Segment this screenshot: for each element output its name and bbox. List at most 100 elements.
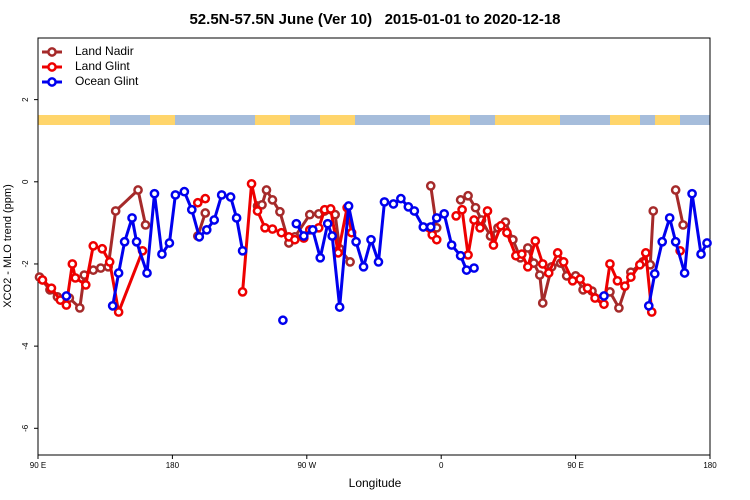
point [409,206,420,216]
point [74,303,85,313]
point [291,218,302,229]
point [133,185,143,195]
x-tick-label: 90 E [30,461,46,470]
point [439,208,450,219]
point [537,259,548,269]
point [231,213,242,223]
point [469,215,479,225]
point [425,222,436,232]
point [61,291,72,301]
point [463,250,473,260]
point [140,220,151,230]
point [561,271,572,281]
point [516,249,527,259]
point [463,190,473,201]
point [534,270,545,280]
y-tick-label: 2 [21,97,30,102]
point [679,268,690,278]
point [164,238,175,248]
point [590,293,600,303]
point [446,240,457,250]
y-tick-label: -6 [21,424,30,432]
point [451,211,461,221]
legend-label: Land Nadir [75,44,134,58]
y-axis-title: XCO2 - MLO trend (ppm) [2,184,14,307]
point [334,302,345,312]
point [469,263,479,273]
point [649,268,660,279]
point [246,178,257,189]
point [648,206,659,216]
point [200,208,211,218]
point [678,220,688,230]
point [482,206,493,216]
point [298,231,309,241]
land-ocean-strip [38,115,710,125]
point [696,249,706,259]
point [530,236,541,246]
point [149,188,160,199]
x-tick-label: 90 E [567,461,583,470]
x-tick-label: 90 W [297,461,316,470]
point [216,190,227,200]
point [457,204,467,215]
point [388,199,399,209]
x-tick-label: 180 [166,461,180,470]
point [366,234,376,245]
point [620,281,630,291]
y-tick-label: 0 [21,179,30,184]
point [315,252,326,263]
point [567,275,578,286]
point [200,193,211,204]
point [325,204,336,214]
point [119,236,130,247]
point [431,213,442,223]
point [502,227,512,238]
point [379,197,390,207]
legend-label: Land Glint [75,59,130,73]
point [396,193,406,204]
point [170,190,181,200]
point [131,236,142,247]
point [552,248,563,258]
point [261,185,272,195]
point [496,220,506,231]
point [192,197,203,208]
point [107,301,118,311]
point [267,224,278,234]
point [88,241,99,251]
point [455,195,466,205]
point [605,259,615,269]
point [142,268,152,278]
x-tick-label: 0 [439,461,444,470]
point [522,243,533,253]
point [702,238,712,248]
point [582,283,593,294]
point [260,222,270,233]
point [343,201,354,211]
point [558,257,569,267]
x-tick-label: 180 [703,461,717,470]
point [113,307,124,317]
point [670,236,681,247]
point [307,225,318,235]
point [431,234,442,245]
legend-marker [47,77,57,87]
point [626,272,636,282]
point [278,315,288,326]
point [80,280,91,290]
point [657,236,668,247]
point [455,250,466,261]
point [327,231,338,241]
point [104,257,115,267]
point [257,199,267,210]
point [322,218,333,229]
point [110,206,121,216]
point [640,248,651,258]
legend-label: Ocean Glint [75,74,139,88]
point [157,249,167,259]
point [61,300,72,310]
point [358,261,369,272]
point [670,185,681,195]
